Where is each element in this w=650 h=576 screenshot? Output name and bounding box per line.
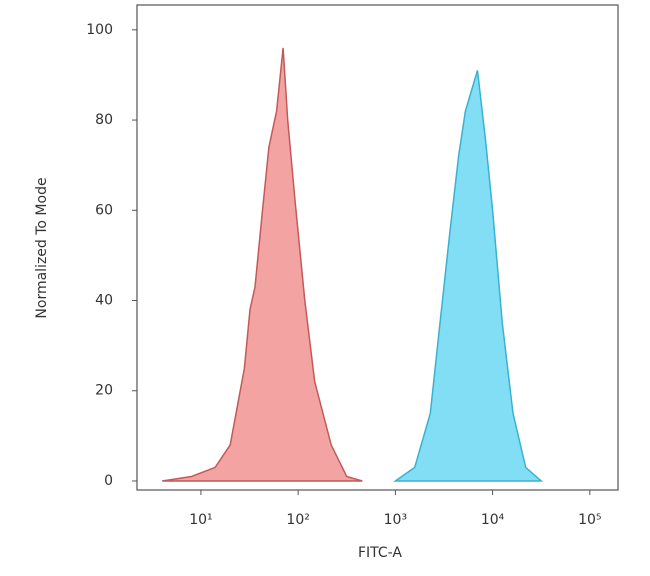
y-tick-label: 60	[95, 202, 113, 218]
x-axis-label: FITC-A	[358, 545, 402, 561]
x-tick-label: 10⁵	[578, 512, 601, 528]
x-tick-label: 10²	[286, 512, 309, 528]
plot-frame	[136, 4, 619, 491]
y-tick-label: 0	[104, 473, 113, 489]
y-tick-label: 40	[95, 293, 113, 309]
x-tick-label: 10¹	[189, 512, 212, 528]
y-axis-label: Normalized To Mode	[34, 177, 50, 318]
x-tick-label: 10³	[384, 512, 407, 528]
y-tick-label: 20	[95, 383, 113, 399]
y-tick-label: 80	[95, 112, 113, 128]
x-tick-label: 10⁴	[481, 512, 505, 528]
area	[393, 70, 544, 482]
y-tick-label: 100	[86, 22, 113, 38]
area	[162, 47, 363, 482]
